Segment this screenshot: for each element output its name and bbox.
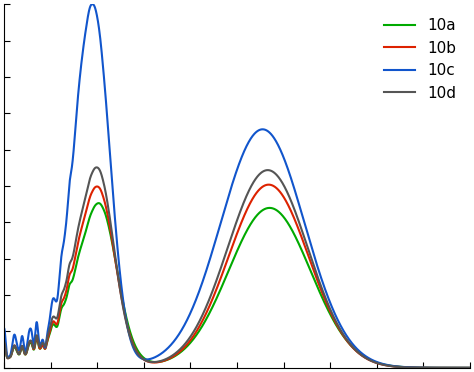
10c — [82, 33, 88, 38]
10c — [467, 366, 473, 370]
10a — [408, 365, 413, 370]
10d — [408, 365, 413, 370]
10a — [200, 323, 206, 327]
10a — [180, 348, 186, 353]
10b — [467, 366, 473, 370]
Line: 10b: 10b — [4, 185, 470, 368]
10b — [82, 214, 88, 218]
10b — [200, 318, 206, 322]
10c — [458, 366, 464, 370]
Legend: 10a, 10b, 10c, 10d: 10a, 10b, 10c, 10d — [378, 12, 462, 107]
10a — [82, 232, 88, 236]
10d — [180, 344, 186, 349]
10c — [180, 326, 186, 330]
10a — [1, 341, 7, 346]
10a — [55, 324, 60, 328]
10d — [94, 165, 100, 170]
10a — [467, 366, 473, 370]
10d — [458, 366, 464, 370]
10c — [55, 297, 60, 301]
10c — [90, 2, 95, 6]
10c — [200, 278, 206, 282]
Line: 10a: 10a — [4, 203, 470, 368]
10b — [458, 366, 464, 370]
10d — [55, 315, 60, 320]
10b — [55, 321, 60, 326]
10d — [200, 311, 206, 316]
Line: 10d: 10d — [4, 167, 470, 368]
10a — [96, 201, 101, 205]
10d — [82, 197, 88, 202]
10c — [1, 326, 7, 331]
10b — [1, 340, 7, 344]
10b — [408, 365, 413, 370]
10b — [266, 182, 272, 187]
10d — [1, 340, 7, 344]
10d — [467, 366, 473, 370]
10a — [458, 366, 464, 370]
Line: 10c: 10c — [4, 4, 470, 368]
10b — [180, 347, 186, 351]
10c — [408, 365, 413, 370]
